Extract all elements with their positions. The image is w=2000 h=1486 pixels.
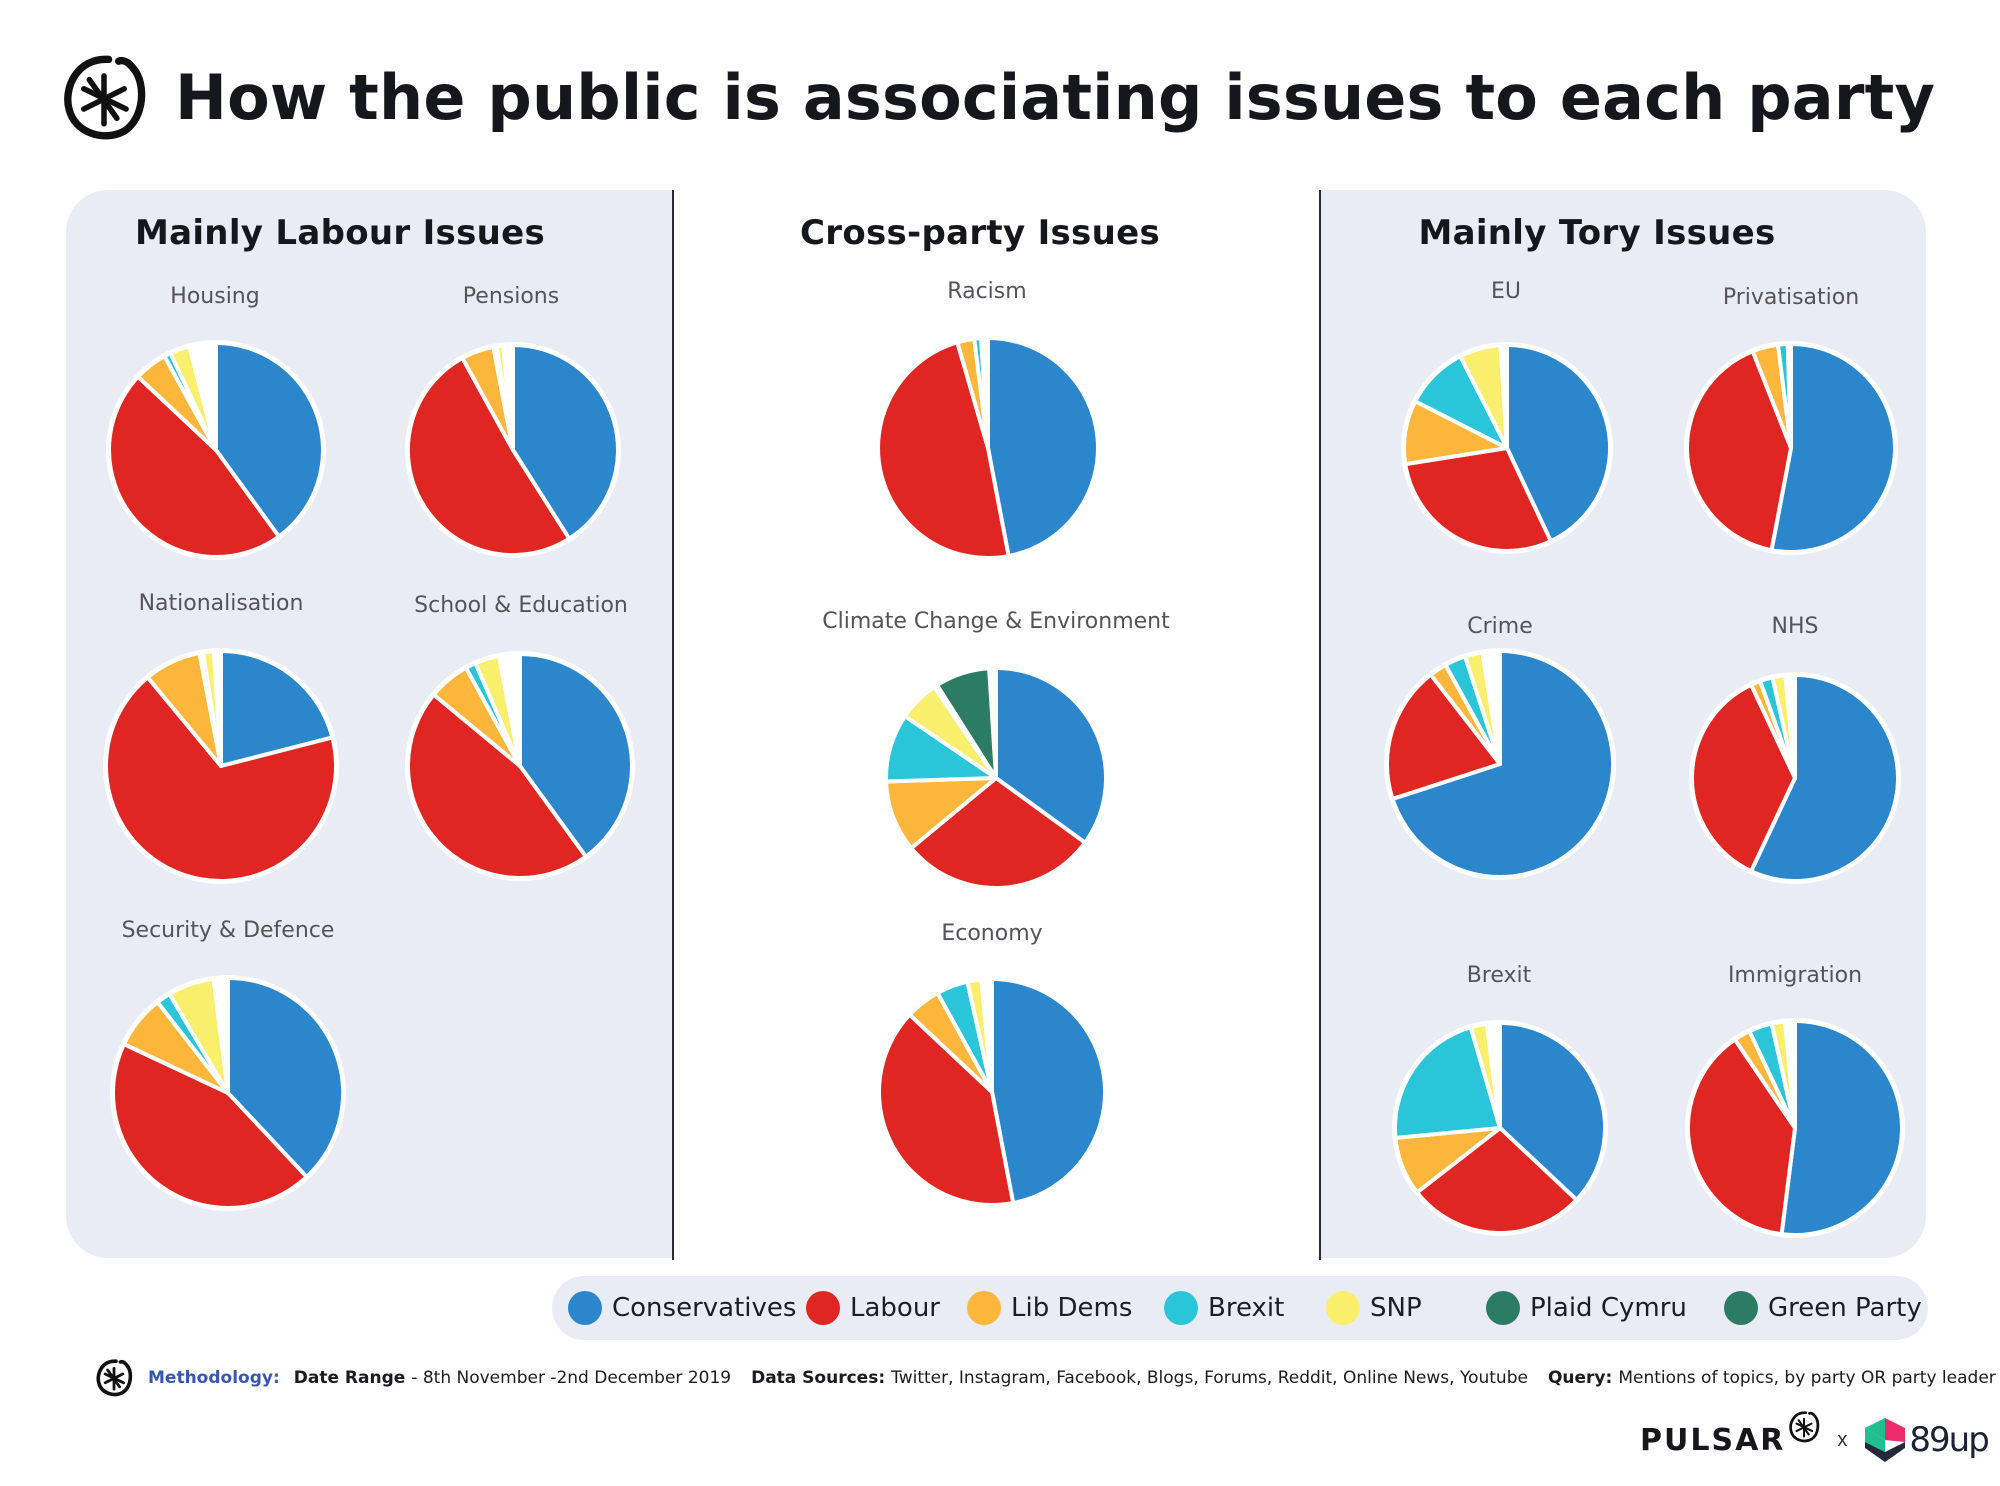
brand-separator: x xyxy=(1837,1428,1848,1451)
pie-title: Housing xyxy=(170,284,260,309)
legend-item-conservatives: Conservatives xyxy=(568,1276,796,1340)
section-title-labour: Mainly Labour Issues xyxy=(134,213,546,253)
legend-item-green-party: Green Party xyxy=(1724,1276,1922,1340)
pie-slice-green-party xyxy=(979,977,994,1094)
pulsar-asterisk-icon xyxy=(1789,1411,1820,1443)
page-title: How the public is associating issues to … xyxy=(175,61,1936,134)
pie-climate-change-environment xyxy=(883,665,1109,891)
labour-issues-panel xyxy=(66,190,672,1258)
tory-issues-panel xyxy=(1320,190,1926,1258)
pie-slice-brexit xyxy=(884,714,998,784)
pie-title: Climate Change & Environment xyxy=(822,609,1170,634)
pie-title: Immigration xyxy=(1727,963,1863,988)
pie-title: EU xyxy=(1490,279,1522,304)
date-range-value: - 8th November -2nd December 2019 xyxy=(411,1368,732,1388)
pie-slice-snp xyxy=(965,977,994,1094)
pie-title: Economy xyxy=(941,921,1043,946)
legend-item-brexit: Brexit xyxy=(1164,1276,1284,1340)
section-divider xyxy=(1319,190,1321,1260)
pie-title: School & Education xyxy=(414,593,628,618)
pie-slice-conservatives xyxy=(994,666,1108,845)
legend-swatch xyxy=(967,1291,1001,1325)
query-value: Mentions of topics, by party OR party le… xyxy=(1618,1368,1996,1388)
legend-item-labour: Labour xyxy=(806,1276,940,1340)
pie-slice-lib-dems xyxy=(907,990,994,1094)
pie-slice-labour xyxy=(876,340,1011,560)
legend-swatch xyxy=(1486,1291,1520,1325)
pie-title: Nationalisation xyxy=(138,591,304,616)
pie-slice-conservatives xyxy=(986,336,1100,559)
pie-slice-lib-dems xyxy=(884,776,998,851)
pie-title: Racism xyxy=(947,279,1027,304)
legend-item-lib-dems: Lib Dems xyxy=(967,1276,1132,1340)
legend-swatch xyxy=(806,1291,840,1325)
pie-economy xyxy=(876,976,1108,1208)
pie-slice-conservatives xyxy=(990,977,1107,1205)
pie-title: Crime xyxy=(1467,614,1533,639)
legend-label: Labour xyxy=(850,1293,940,1323)
pie-slice-plaid-cymru xyxy=(932,683,998,780)
methodology-footer: Methodology: Date Range - 8th November -… xyxy=(94,1358,1996,1398)
pulsar-asterisk-icon xyxy=(96,1359,133,1397)
pie-slice-labour xyxy=(909,776,1087,890)
legend-swatch xyxy=(1326,1291,1360,1325)
legend-label: Lib Dems xyxy=(1011,1293,1133,1323)
pie-title: Brexit xyxy=(1466,963,1532,988)
pie-title: NHS xyxy=(1771,614,1819,639)
brand-lockup: PULSAR x 89up xyxy=(1640,1410,1990,1470)
pie-slice-lib-dems xyxy=(955,336,990,450)
data-sources-label: Data Sources: xyxy=(751,1368,886,1388)
legend-swatch xyxy=(568,1291,602,1325)
query-label: Query: xyxy=(1547,1368,1613,1388)
pulsar-wordmark: PULSAR xyxy=(1640,1422,1786,1458)
pie-background xyxy=(876,976,1108,1208)
pie-background xyxy=(883,665,1109,891)
legend-label: Plaid Cymru xyxy=(1530,1293,1687,1323)
pie-title: Pensions xyxy=(462,284,560,309)
legend-label: Green Party xyxy=(1768,1293,1922,1323)
pie-slice-brexit xyxy=(972,336,990,450)
pie-slice-snp xyxy=(979,336,990,450)
methodology-label: Methodology: xyxy=(148,1368,280,1388)
legend-label: Conservatives xyxy=(612,1293,797,1323)
section-divider xyxy=(672,190,674,1260)
legend-item-snp: SNP xyxy=(1326,1276,1422,1340)
pie-slice-green-party xyxy=(935,666,998,780)
pie-slice-snp xyxy=(903,685,998,780)
pie-background xyxy=(875,335,1101,561)
section-title-tory: Mainly Tory Issues xyxy=(1418,213,1776,253)
data-sources-value: Twitter, Instagram, Facebook, Blogs, For… xyxy=(891,1368,1528,1388)
legend-swatch xyxy=(1724,1291,1758,1325)
89up-cube-icon xyxy=(1865,1418,1906,1462)
legend-swatch xyxy=(1164,1291,1198,1325)
pie-slice-brexit xyxy=(935,979,994,1094)
legend-item-plaid-cymru: Plaid Cymru xyxy=(1486,1276,1687,1340)
legend-label: Brexit xyxy=(1208,1293,1285,1323)
pie-slice-labour xyxy=(877,1012,1016,1207)
pulsar-logo-icon xyxy=(64,55,146,140)
89up-wordmark: 89up xyxy=(1909,1420,1989,1460)
date-range-label: Date Range xyxy=(293,1368,406,1388)
pie-title: Security & Defence xyxy=(121,918,335,943)
legend-label: SNP xyxy=(1370,1293,1422,1323)
pie-racism xyxy=(875,335,1101,561)
section-title-cross-party: Cross-party Issues xyxy=(800,213,1160,253)
pie-title: Privatisation xyxy=(1722,285,1860,310)
legend: Conservatives Labour Lib Dems Brexit SNP… xyxy=(552,1276,1928,1340)
